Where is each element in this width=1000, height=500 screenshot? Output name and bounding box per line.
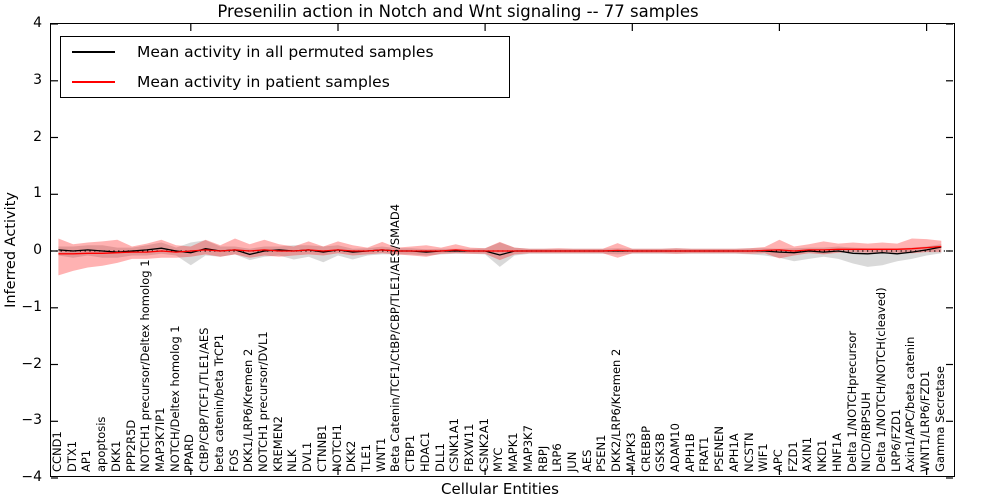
x-tick-label: LRP6 [550, 443, 565, 472]
x-tick-label: MAP3K7IP1 [152, 407, 167, 472]
series-line [58, 245, 942, 255]
x-tick-label: ADAM10 [667, 423, 682, 472]
y-tick-label: 4 [33, 15, 42, 31]
x-tick-label: CSNK1A1 [447, 418, 462, 472]
x-tick-label: MYC [491, 447, 506, 472]
x-tick-label: beta catenin/beta TrCP1 [211, 333, 226, 472]
x-tick-label: WNT1/LRP6/FZD1 [918, 370, 933, 472]
x-tick-label: FRAT1 [697, 436, 712, 472]
x-axis-label: Cellular Entities [441, 480, 559, 498]
x-tick-label: FBXW11 [461, 423, 476, 472]
x-tick-label: APC [770, 449, 785, 472]
x-tick-label: PPP2R5D [123, 419, 138, 472]
x-tick-label: NLK [285, 449, 300, 472]
x-tick-label: AXIN1 [800, 436, 815, 472]
x-tick-label: NCSTN [741, 432, 756, 472]
x-tick-label: apoptosis [94, 416, 108, 472]
series-line [58, 246, 942, 256]
x-tick-label: Axin1/APC/beta catenin [903, 336, 918, 472]
x-tick-label: NOTCH1 [329, 424, 344, 472]
y-tick-label: −4 [21, 469, 42, 485]
x-tick-label: DKK2 [344, 440, 359, 472]
plot-area [50, 23, 955, 479]
x-tick-label: KREMEN2 [270, 416, 285, 472]
y-tick-label: 2 [33, 128, 42, 145]
x-tick-label: DKK2/LRP6/Kremen 2 [609, 348, 624, 472]
x-tick-label: NOTCH1 precursor/Deltex homolog 1 [138, 259, 153, 472]
x-tick-label: CTBP1 [403, 434, 418, 472]
y-tick-label: 0 [33, 242, 42, 258]
x-tick-label: WNT1 [373, 437, 388, 472]
x-tick-label: AES [579, 449, 594, 472]
permuted-line-swatch [72, 51, 115, 54]
x-tick-label: HDAC1 [417, 431, 432, 472]
x-tick-label: PSENEN [712, 426, 727, 472]
x-tick-label: CREBBP [638, 426, 653, 472]
x-tick-label: DLL1 [432, 443, 447, 472]
chart-title: Presenilin action in Notch and Wnt signa… [217, 2, 699, 21]
x-tick-label: MAP3K7 [520, 425, 535, 472]
x-tick-label: CtBP/CBP/TCF1/TLE1/AES [197, 327, 212, 472]
x-tick-label: RBPJ [535, 445, 550, 472]
x-tick-label: TLE1 [358, 443, 373, 472]
x-tick-label: PPARD [182, 434, 197, 472]
x-tick-label: GSK3B [653, 433, 668, 472]
x-tick-label: APH1B [682, 433, 697, 472]
x-tick-label: NOTCH/Deltex homolog 1 [167, 325, 182, 472]
y-tick-label: −2 [21, 355, 42, 372]
x-tick-label: DVL1 [300, 441, 315, 472]
y-tick-label: 1 [33, 185, 42, 202]
y-tick-label: 3 [33, 71, 42, 88]
patient-line-swatch [72, 80, 115, 83]
x-tick-label: FOS [226, 449, 241, 472]
y-tick-label: −1 [21, 298, 42, 315]
legend-label: Mean activity in all permuted samples [137, 43, 434, 62]
legend: Mean activity in all permuted samples Me… [60, 36, 510, 98]
x-tick-label: JUN [564, 451, 579, 472]
band-patient-samples-range [58, 238, 942, 276]
x-tick-label: APH1A [726, 433, 741, 472]
x-tick-label: Delta 1/NOTCH/NOTCH(cleaved) [873, 287, 888, 472]
band-permuted-samples-range [58, 240, 942, 267]
x-tick-label: NOTCH1 precursor/DVL1 [255, 331, 270, 472]
legend-item: Mean activity in all permuted samples [61, 38, 509, 66]
x-tick-label: WIF1 [756, 443, 771, 472]
x-tick-label: Gamma Secretase [932, 366, 947, 472]
x-tick-label: MAPK3 [623, 432, 638, 472]
x-tick-label: Delta 1/NOTCHprecursor [844, 330, 859, 472]
legend-label: Mean activity in patient samples [137, 72, 390, 91]
x-tick-label: Beta Catenin/TCF1/CtBP/CBP/TLE1/AES/SMAD… [388, 203, 403, 472]
x-tick-label: LRP6/FZD1 [888, 408, 903, 472]
x-tick-label: AP1 [79, 449, 94, 472]
legend-item: Mean activity in patient samples [61, 68, 509, 96]
axis-ticks [51, 23, 953, 479]
x-tick-label: DKK1/LRP6/Kremen 2 [241, 348, 256, 472]
x-tick-label: HNF1A [829, 432, 844, 472]
x-tick-label: DKK1 [108, 440, 123, 472]
x-tick-label: DTX1 [64, 440, 79, 472]
x-tick-label: FZD1 [785, 441, 800, 472]
x-tick-label: NICD/RBPSUH [859, 392, 874, 472]
x-tick-label: MAPK1 [506, 432, 521, 472]
x-tick-label: CSNK2A1 [476, 418, 491, 472]
y-tick-label: −3 [21, 412, 42, 429]
x-tick-label: PSEN1 [594, 434, 609, 472]
chart-canvas [51, 23, 953, 479]
x-tick-label: CCND1 [49, 431, 64, 472]
x-tick-label: CTNNB1 [314, 424, 329, 472]
x-tick-label: NKD1 [815, 439, 830, 472]
